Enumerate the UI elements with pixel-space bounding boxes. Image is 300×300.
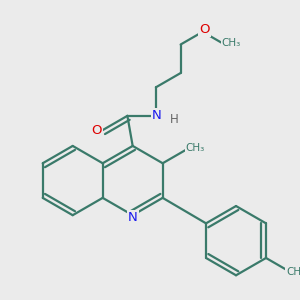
Text: CH₃: CH₃ xyxy=(222,38,241,48)
Text: N: N xyxy=(128,211,138,224)
Text: H: H xyxy=(170,113,178,126)
Text: O: O xyxy=(91,124,102,136)
Text: O: O xyxy=(200,23,210,36)
Text: CH₃: CH₃ xyxy=(286,267,300,277)
Text: N: N xyxy=(152,109,162,122)
Text: CH₃: CH₃ xyxy=(185,143,205,153)
